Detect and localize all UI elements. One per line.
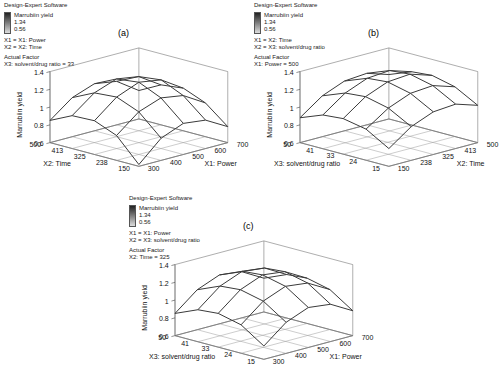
html-text:Design-Expert Software: Design-Expert Software — [129, 195, 193, 201]
html-text:Design-Expert Software: Design-Expert Software — [254, 2, 318, 8]
svg-text:1: 1 — [165, 298, 169, 305]
svg-text:1: 1 — [40, 105, 44, 112]
svg-text:0.6: 0.6 — [159, 333, 169, 340]
svg-text:X2: Time: X2: Time — [457, 160, 485, 167]
html-text:Actual Factor: Actual Factor — [129, 247, 165, 253]
svg-text:0.8: 0.8 — [284, 122, 294, 129]
html-text:X1 = X1: Power: X1 = X1: Power — [129, 230, 171, 236]
svg-text:300: 300 — [148, 165, 160, 172]
svg-text:700: 700 — [237, 141, 249, 148]
svg-text:1.2: 1.2 — [159, 280, 169, 287]
html-text:0.56: 0.56 — [14, 26, 26, 32]
svg-text:1.4: 1.4 — [159, 262, 169, 269]
svg-text:1.4: 1.4 — [34, 69, 44, 76]
svg-text:X3: solvent/drug ratio: X3: solvent/drug ratio — [274, 160, 340, 168]
svg-text:X3: solvent/drug ratio: X3: solvent/drug ratio — [149, 353, 215, 361]
svg-text:413: 413 — [52, 147, 64, 154]
svg-text:150: 150 — [118, 165, 130, 172]
svg-text:600: 600 — [339, 340, 351, 347]
html-text:X1: Power = 500: X1: Power = 500 — [254, 61, 299, 67]
svg-text:600: 600 — [214, 147, 226, 154]
svg-text:X2: Time: X2: Time — [43, 160, 71, 167]
html-text:X3: solvent/drug ratio = 33: X3: solvent/drug ratio = 33 — [4, 61, 75, 67]
html-text:0.56: 0.56 — [264, 26, 276, 32]
svg-text:700: 700 — [362, 334, 374, 341]
svg-text:15: 15 — [247, 358, 255, 365]
svg-text:400: 400 — [295, 352, 307, 359]
svg-text:500: 500 — [192, 153, 204, 160]
svg-text:238: 238 — [420, 159, 432, 166]
svg-text:0.6: 0.6 — [284, 140, 294, 147]
svg-text:Marrubiin yield: Marrubiin yield — [17, 92, 25, 138]
html-text:X2 = X2: Time: X2 = X2: Time — [4, 44, 42, 50]
html-text:Marrubiin yield: Marrubiin yield — [139, 205, 178, 211]
svg-text:0.6: 0.6 — [34, 140, 44, 147]
svg-text:325: 325 — [442, 153, 454, 160]
svg-text:400: 400 — [170, 159, 182, 166]
svg-text:Marrubiin yield: Marrubiin yield — [267, 92, 275, 138]
html-text:Design-Expert Software: Design-Expert Software — [4, 2, 68, 8]
html-text:1.34: 1.34 — [139, 212, 151, 218]
html-text:(c): (c) — [243, 221, 254, 231]
svg-text:238: 238 — [96, 159, 108, 166]
html-text:X2 = X3: solvent/drug ratio: X2 = X3: solvent/drug ratio — [254, 44, 325, 50]
svg-text:500: 500 — [317, 346, 329, 353]
svg-text:1.2: 1.2 — [34, 87, 44, 94]
html-text:(a): (a) — [118, 28, 129, 38]
svg-text:X1: Power: X1: Power — [330, 353, 363, 360]
svg-text:0.8: 0.8 — [159, 315, 169, 322]
svg-text:33: 33 — [326, 152, 334, 159]
html-text:Marrubiin yield: Marrubiin yield — [14, 12, 53, 18]
svg-text:33: 33 — [201, 345, 209, 352]
html-text:Marrubiin yield: Marrubiin yield — [264, 12, 303, 18]
html-text:X1 = X1: Power: X1 = X1: Power — [4, 37, 46, 43]
html-text:X2: Time = 325: X2: Time = 325 — [129, 254, 170, 260]
svg-text:24: 24 — [349, 158, 357, 165]
svg-text:41: 41 — [181, 340, 189, 347]
html-text:X1 = X2: Time: X1 = X2: Time — [254, 37, 292, 43]
svg-text:300: 300 — [273, 358, 285, 365]
svg-text:X1: Power: X1: Power — [205, 160, 238, 167]
svg-text:Marrubiin yield: Marrubiin yield — [142, 285, 150, 331]
html-text:X2 = X3: solvent/drug ratio: X2 = X3: solvent/drug ratio — [129, 237, 200, 243]
svg-text:150: 150 — [398, 165, 410, 172]
html-text:1.34: 1.34 — [264, 19, 276, 25]
svg-text:0.8: 0.8 — [34, 122, 44, 129]
svg-text:1.2: 1.2 — [284, 87, 294, 94]
html-text:Actual Factor: Actual Factor — [254, 54, 290, 60]
html-text:0.56: 0.56 — [139, 219, 151, 225]
svg-text:325: 325 — [74, 153, 86, 160]
svg-text:413: 413 — [465, 147, 477, 154]
html-text:1.34: 1.34 — [14, 19, 26, 25]
svg-text:41: 41 — [306, 147, 314, 154]
svg-text:1: 1 — [290, 105, 294, 112]
svg-text:24: 24 — [224, 351, 232, 358]
svg-text:15: 15 — [372, 165, 380, 172]
html-text:(b): (b) — [368, 28, 379, 38]
html-text:Actual Factor: Actual Factor — [4, 54, 40, 60]
svg-text:1.4: 1.4 — [284, 69, 294, 76]
svg-text:500: 500 — [487, 141, 492, 148]
